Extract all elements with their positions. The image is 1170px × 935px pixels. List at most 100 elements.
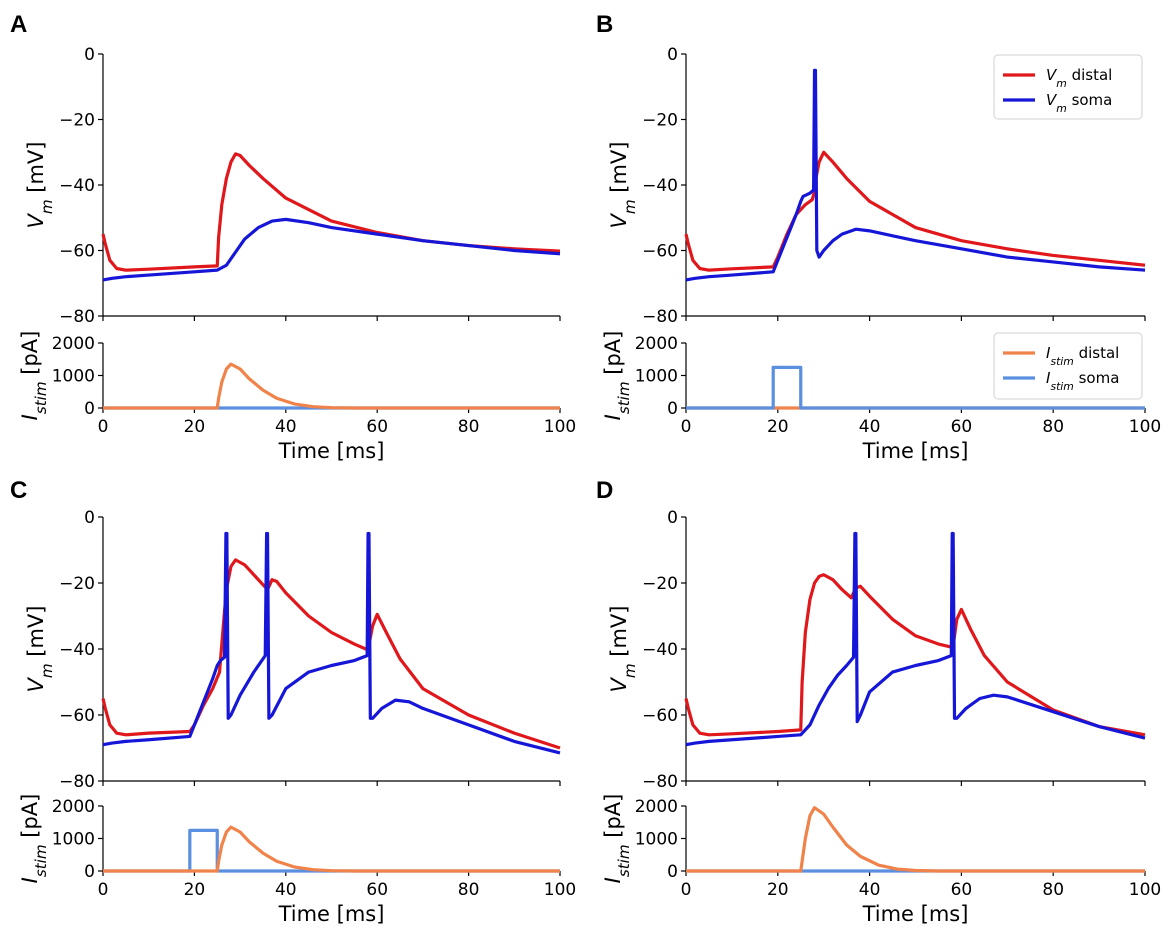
legend-box <box>993 332 1143 400</box>
y-tick-label: −60 <box>642 706 678 726</box>
symbol: I <box>601 877 625 883</box>
symbol: I <box>601 414 625 420</box>
x-tick-label: 60 <box>951 880 973 900</box>
y-axis-label-istim: Istim [pA] <box>18 331 50 421</box>
y-axis-label-vm: Vm [mV] <box>607 142 639 229</box>
y-axis-label-istim: Istim [pA] <box>601 331 633 421</box>
symbol: V <box>607 676 631 692</box>
series-istim-distal <box>103 362 560 410</box>
legend-label-soma: Vm soma <box>1046 91 1112 115</box>
text-run: [pA] <box>601 794 625 845</box>
legend-label-soma: Istim soma <box>1046 369 1119 393</box>
text-run: [mV] <box>607 606 631 664</box>
y-tick-label: −60 <box>59 706 95 726</box>
y-tick-label: −40 <box>642 176 678 196</box>
symbol: I <box>18 414 42 420</box>
y-axis-label-vm: Vm [mV] <box>607 606 639 693</box>
subscript: stim <box>32 844 50 877</box>
y-tick-label: −40 <box>59 176 95 196</box>
text-run: [mV] <box>607 142 631 200</box>
y-tick-label: 0 <box>667 508 678 528</box>
y-tick-label: −20 <box>59 574 95 594</box>
x-tick-label: 20 <box>184 417 206 437</box>
y-tick-label: −20 <box>642 111 678 131</box>
y-tick-label: −80 <box>59 772 95 792</box>
series-vm-soma <box>685 68 1146 282</box>
symbol: V <box>1046 66 1058 84</box>
y-tick-label: 2000 <box>635 797 678 817</box>
series-vm-distal <box>101 558 561 750</box>
x-tick-label: 100 <box>544 880 576 900</box>
panel-letter: C <box>10 477 27 504</box>
x-tick-label: 0 <box>681 417 692 437</box>
x-axis-label: Time [ms] <box>862 439 969 463</box>
bottom-axes: 0 1000 2000 0 20 40 60 80 100 Istim [pA] <box>18 794 576 900</box>
bottom-axes: 0 1000 2000 0 20 40 60 80 100 Istim [pA] <box>601 794 1161 900</box>
y-tick-label: 0 <box>667 45 678 65</box>
panel-D: D −80 −60 −40 −20 0 Vm [mV] 0 1000 2000 0 20 40 60 80 1… <box>596 477 1161 926</box>
symbol: I <box>1046 344 1051 362</box>
x-axis-label: Time [ms] <box>278 439 385 463</box>
panel-letter: A <box>10 11 27 38</box>
subscript: m <box>1056 77 1067 90</box>
x-tick-label: 100 <box>544 417 576 437</box>
y-tick-label: 0 <box>667 399 678 419</box>
legend-label-distal: Istim distal <box>1046 344 1119 368</box>
y-tick-label: 1000 <box>52 367 95 387</box>
series-vm-soma <box>102 217 561 282</box>
y-tick-label: −40 <box>59 640 95 660</box>
x-tick-label: 40 <box>859 417 881 437</box>
x-tick-label: 80 <box>1042 417 1064 437</box>
x-tick-label: 0 <box>98 417 109 437</box>
y-tick-label: 0 <box>84 399 95 419</box>
subscript: m <box>621 663 639 678</box>
series-istim-soma <box>103 828 560 873</box>
x-tick-label: 60 <box>366 417 388 437</box>
symbol: V <box>1046 91 1058 109</box>
subscript: stim <box>615 844 633 877</box>
y-tick-label: 0 <box>667 862 678 882</box>
y-tick-label: 0 <box>84 45 95 65</box>
y-tick-label: −20 <box>59 111 95 131</box>
symbol: V <box>607 212 631 228</box>
series-vm-distal <box>684 573 1146 737</box>
series-vm-distal <box>684 150 1146 272</box>
y-tick-label: 2000 <box>52 797 95 817</box>
y-tick-label: −80 <box>642 772 678 792</box>
panel-letter: B <box>596 11 613 38</box>
y-tick-label: −80 <box>59 307 95 327</box>
y-axis-label-istim: Istim [pA] <box>18 794 50 884</box>
y-tick-label: −60 <box>642 242 678 262</box>
x-tick-label: 80 <box>458 417 480 437</box>
series-istim-distal <box>686 806 1145 873</box>
y-tick-label: −20 <box>642 574 678 594</box>
x-tick-label: 60 <box>951 417 973 437</box>
top-axes: −80 −60 −40 −20 0 Vm [mV] <box>607 508 1146 792</box>
x-tick-label: 40 <box>275 417 297 437</box>
text-run: [pA] <box>601 331 625 382</box>
text-run: [mV] <box>24 142 48 200</box>
y-axis-label-vm: Vm [mV] <box>24 606 56 693</box>
series-vm-soma <box>102 531 561 755</box>
text-run: distal <box>1074 344 1120 362</box>
subscript: stim <box>615 381 633 414</box>
legend-box <box>993 54 1143 120</box>
x-tick-label: 20 <box>767 880 789 900</box>
series-vm-distal <box>101 152 561 272</box>
series-istim-distal <box>103 825 560 873</box>
subscript: m <box>621 199 639 214</box>
x-tick-label: 40 <box>859 880 881 900</box>
subscript: stim <box>32 381 50 414</box>
series-vm-soma <box>685 531 1146 747</box>
y-tick-label: 1000 <box>52 830 95 850</box>
top-axes: −80 −60 −40 −20 0 Vm [mV] <box>24 45 561 327</box>
x-axis-label: Time [ms] <box>862 902 969 926</box>
x-tick-label: 60 <box>366 880 388 900</box>
x-tick-label: 80 <box>458 880 480 900</box>
